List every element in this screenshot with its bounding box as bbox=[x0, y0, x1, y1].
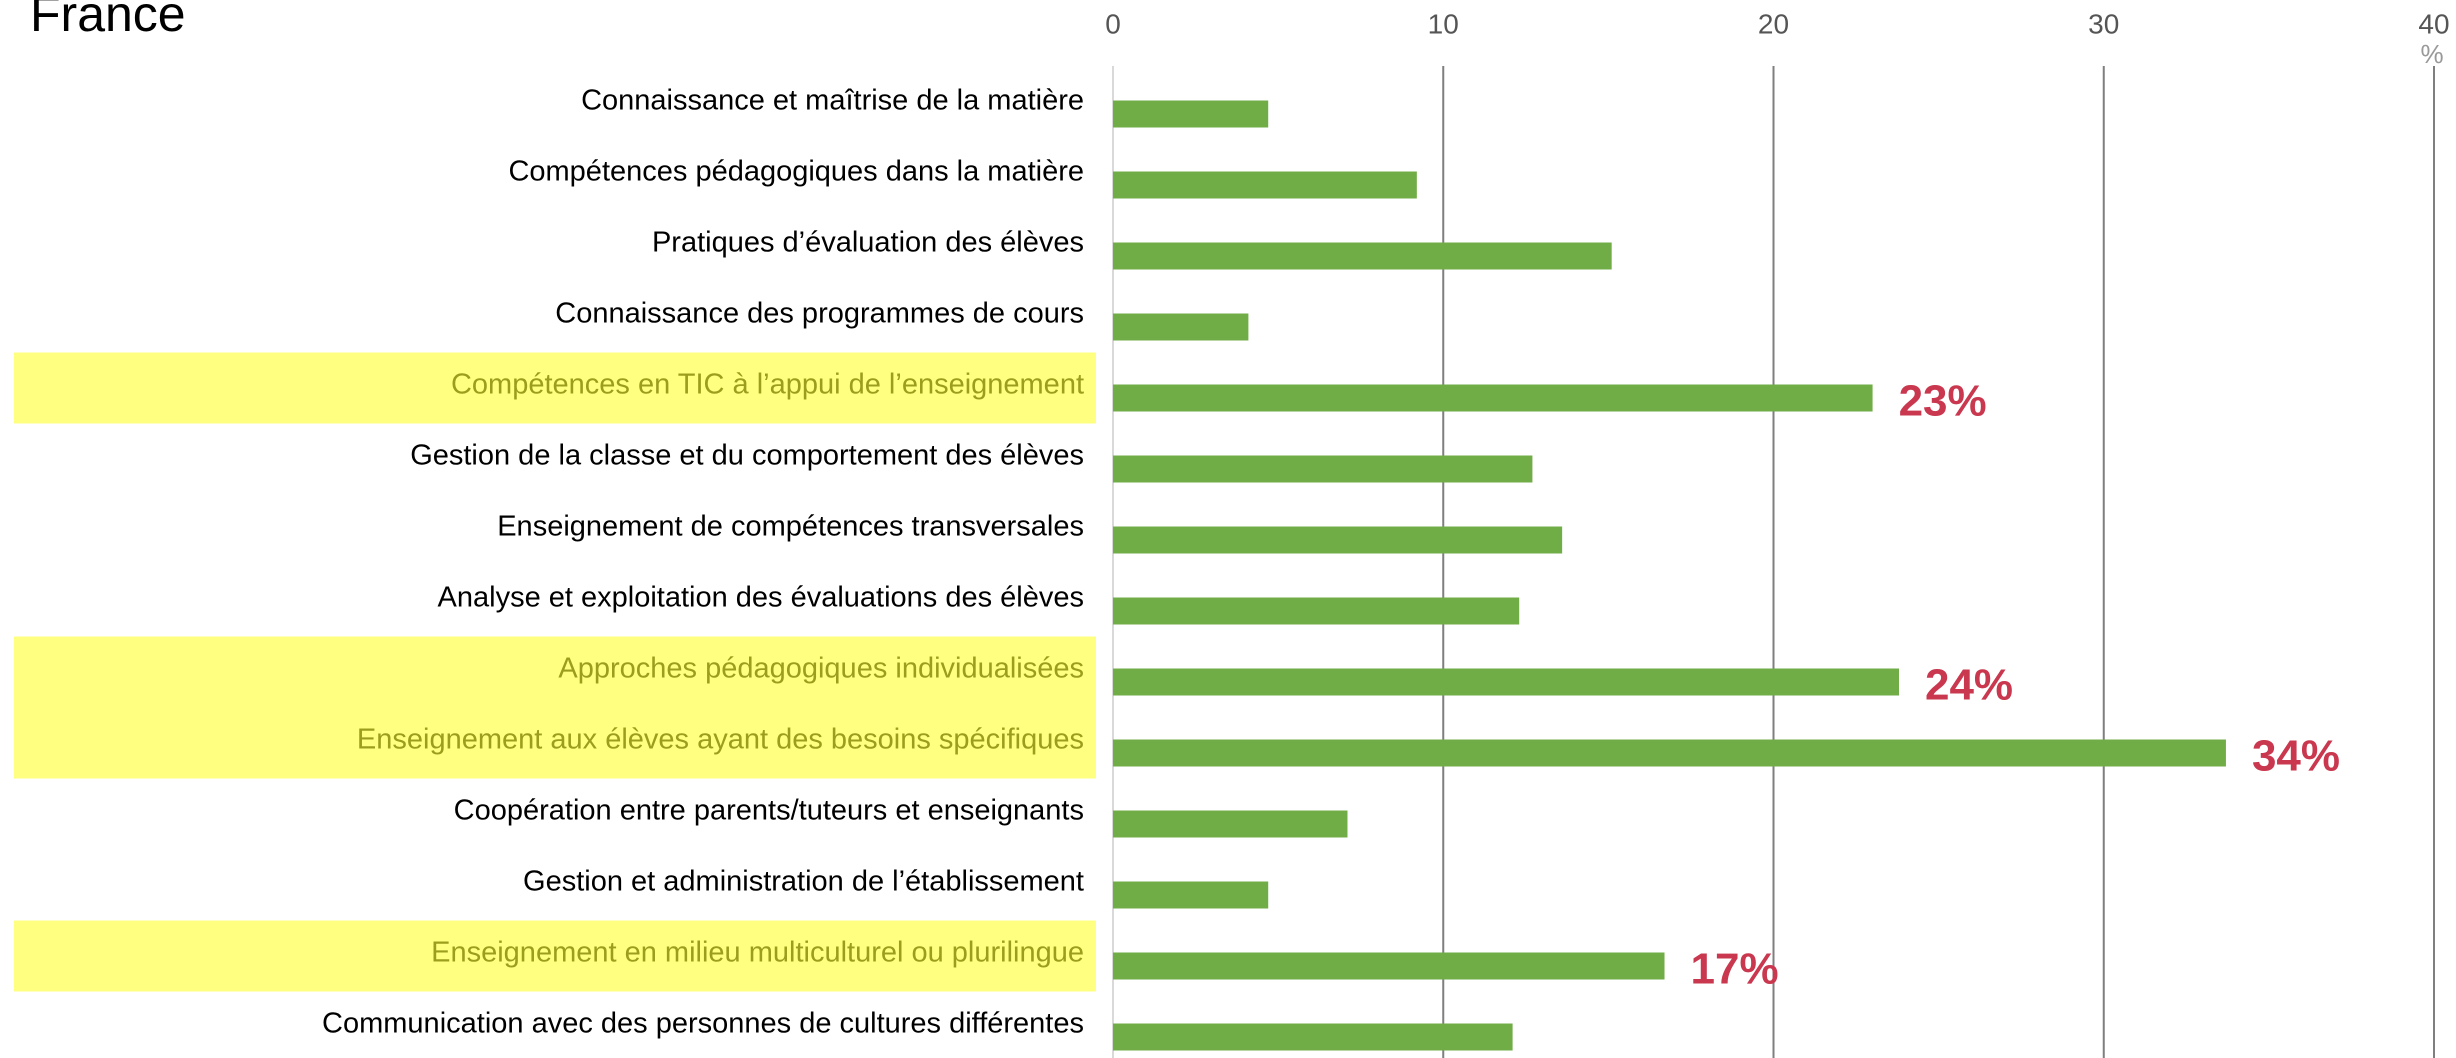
category-label: Enseignement en milieu multiculturel ou … bbox=[431, 937, 1084, 969]
highlight bbox=[14, 920, 1096, 992]
bar bbox=[1113, 668, 1899, 696]
value-label: 23% bbox=[1899, 377, 1987, 426]
bar bbox=[1113, 881, 1269, 909]
bar bbox=[1113, 242, 1612, 270]
highlight bbox=[14, 636, 1096, 708]
bar bbox=[1113, 739, 2226, 767]
bar bbox=[1113, 1023, 1513, 1051]
category-label: Gestion de la classe et du comportement … bbox=[410, 440, 1084, 472]
value-label: 24% bbox=[1925, 661, 2013, 710]
category-label: Communication avec des personnes de cult… bbox=[322, 1008, 1084, 1040]
category-label: Enseignement de compétences transversale… bbox=[497, 511, 1084, 543]
highlight bbox=[14, 352, 1096, 424]
x-tick-label: 20 bbox=[1758, 8, 1789, 39]
category-label: Gestion et administration de l’établisse… bbox=[523, 866, 1084, 898]
axis-unit: % bbox=[2420, 39, 2443, 69]
bar bbox=[1113, 526, 1563, 554]
bar bbox=[1113, 952, 1665, 980]
x-tick-label: 10 bbox=[1428, 8, 1459, 39]
x-tick-label: 40 bbox=[2418, 8, 2449, 39]
category-label: Analyse et exploitation des évaluations … bbox=[438, 582, 1084, 614]
category-label: Connaissance des programmes de cours bbox=[555, 298, 1084, 330]
bar bbox=[1113, 313, 1249, 341]
x-tick-label: 30 bbox=[2088, 8, 2119, 39]
category-label: Compétences en TIC à l’appui de l’enseig… bbox=[451, 369, 1084, 401]
category-label: Approches pédagogiques individualisées bbox=[558, 653, 1084, 685]
bar bbox=[1113, 384, 1873, 412]
bar bbox=[1113, 455, 1533, 483]
x-tick-label: 0 bbox=[1105, 8, 1121, 39]
highlight bbox=[14, 707, 1096, 779]
value-label: 34% bbox=[2252, 732, 2340, 781]
bar bbox=[1113, 171, 1417, 199]
category-label: Pratiques d’évaluation des élèves bbox=[652, 227, 1084, 259]
category-label: Compétences pédagogiques dans la matière bbox=[508, 156, 1084, 188]
category-label: Enseignement aux élèves ayant des besoin… bbox=[357, 724, 1084, 756]
value-label: 17% bbox=[1691, 945, 1779, 994]
bar bbox=[1113, 597, 1520, 625]
category-label: Coopération entre parents/tuteurs et ens… bbox=[454, 795, 1084, 827]
bar bbox=[1113, 100, 1269, 128]
chart-title: France bbox=[30, 0, 186, 42]
category-label: Connaissance et maîtrise de la matière bbox=[581, 85, 1084, 117]
bar bbox=[1113, 810, 1348, 838]
